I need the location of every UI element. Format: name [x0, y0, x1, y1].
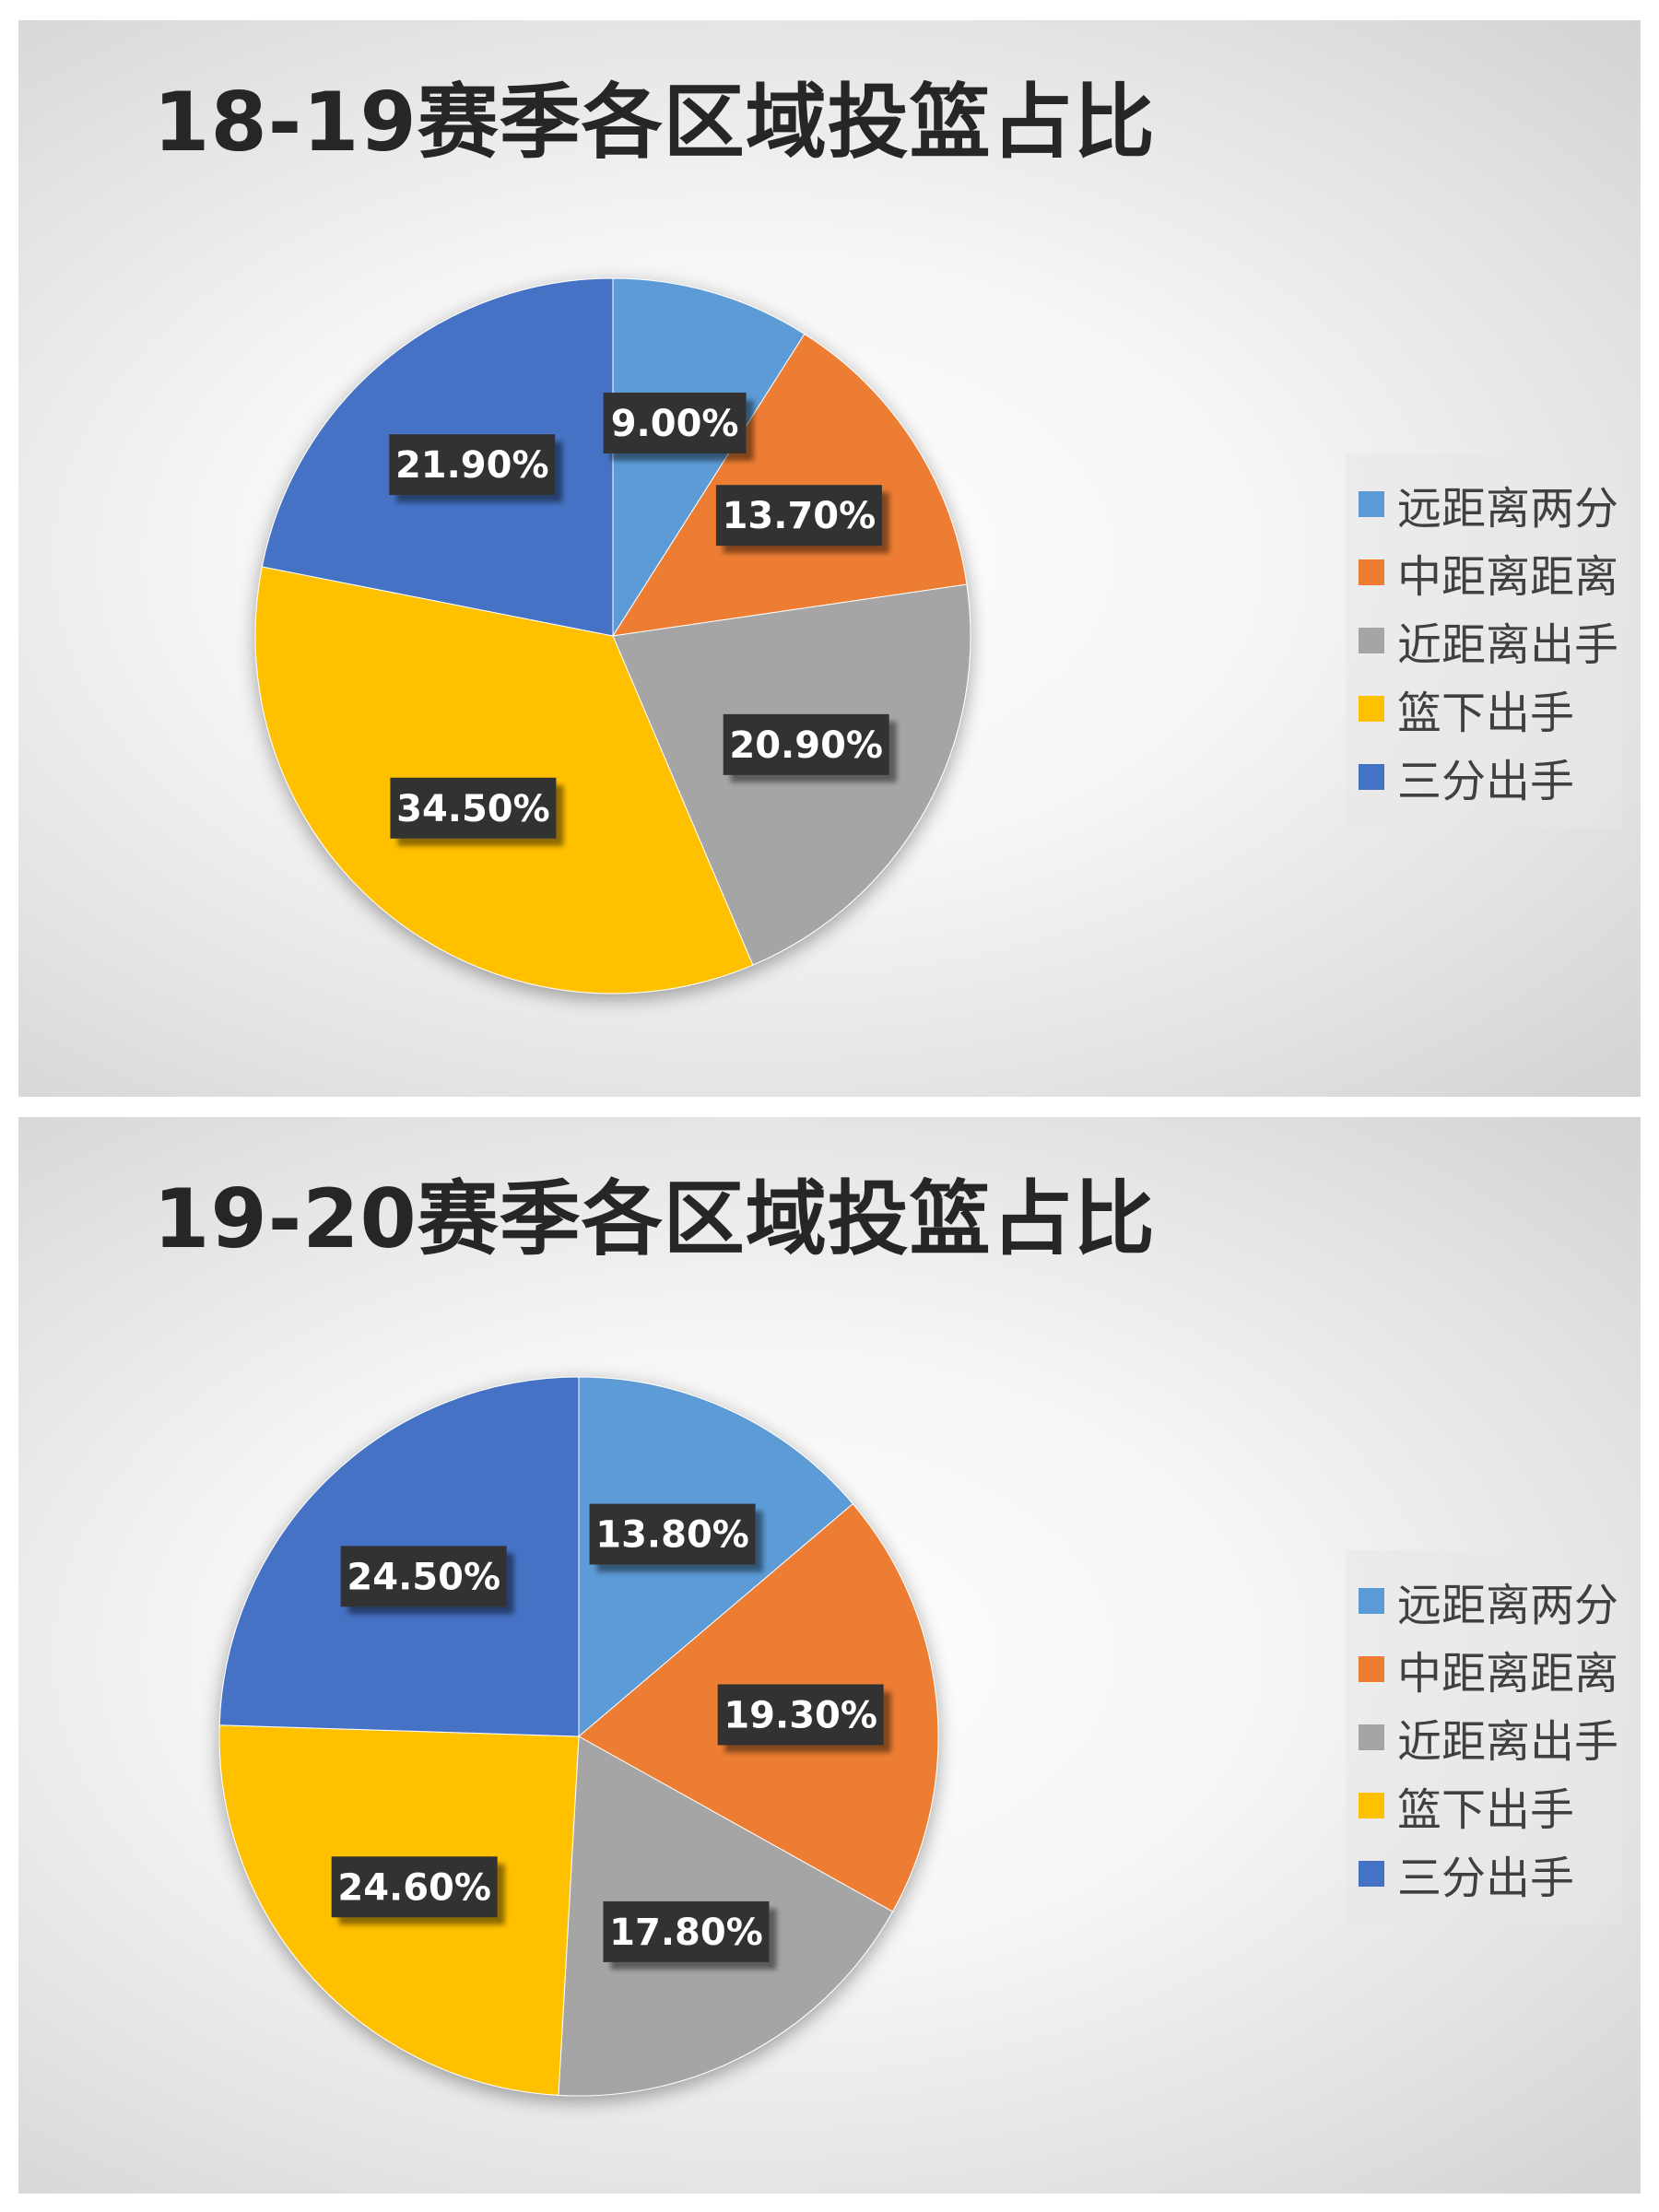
- data-label: 19.30%: [717, 1684, 884, 1746]
- legend-label: 远距离两分: [1397, 483, 1619, 535]
- data-label-box: [589, 1503, 756, 1565]
- data-label-text: 17.80%: [609, 1912, 763, 1954]
- legend-swatch: [1359, 1861, 1384, 1887]
- data-label-box: [603, 1900, 770, 1962]
- data-label-box: [331, 1856, 498, 1918]
- legend-label: 中距离距离: [1397, 551, 1619, 603]
- data-label: 20.90%: [723, 713, 889, 775]
- legend-item: 篮下出手: [1346, 675, 1622, 743]
- data-label: 17.80%: [603, 1900, 770, 1962]
- chart-title: 19-20赛季各区域投篮占比: [153, 1171, 1156, 1266]
- chart-title: 18-19赛季各区域投篮占比: [153, 75, 1156, 170]
- legend-item: 三分出手: [1346, 743, 1622, 811]
- chart-legend: 远距离两分 中距离距离 近距离出手 篮下出手 三分出手: [1346, 453, 1622, 828]
- data-label-box: [389, 434, 556, 496]
- data-label-box: [717, 1684, 884, 1746]
- legend-label: 中距离距离: [1397, 1648, 1619, 1700]
- legend-item: 篮下出手: [1346, 1771, 1622, 1840]
- data-label-text: 13.80%: [595, 1514, 749, 1557]
- legend-swatch: [1359, 628, 1384, 653]
- chart-panel: 18-19赛季各区域投篮占比 9.00% 13.70% 20.90% 34.50% 21…: [18, 20, 1641, 1097]
- legend-label: 三分出手: [1397, 756, 1575, 807]
- legend-item: 三分出手: [1346, 1840, 1622, 1908]
- data-label-box: [715, 485, 882, 547]
- data-label-box: [603, 392, 747, 453]
- legend-label: 篮下出手: [1397, 688, 1575, 739]
- data-label-box: [723, 713, 889, 775]
- legend-swatch: [1359, 764, 1384, 790]
- data-label-text: 34.50%: [396, 788, 550, 830]
- data-label: 13.70%: [715, 485, 882, 547]
- data-label-text: 20.90%: [729, 724, 883, 767]
- data-label-box: [340, 1546, 507, 1607]
- legend-item: 中距离距离: [1346, 538, 1622, 606]
- legend-swatch: [1359, 1588, 1384, 1614]
- legend-item: 近距离出手: [1346, 1703, 1622, 1771]
- data-label-text: 24.60%: [337, 1866, 491, 1909]
- data-label-text: 24.50%: [347, 1556, 500, 1598]
- chart-legend: 远距离两分 中距离距离 近距离出手 篮下出手 三分出手: [1346, 1550, 1622, 1924]
- legend-label: 远距离两分: [1397, 1580, 1619, 1631]
- data-label-box: [390, 777, 557, 839]
- legend-label: 近距离出手: [1397, 1716, 1619, 1768]
- legend-item: 中距离距离: [1346, 1635, 1622, 1703]
- data-label: 24.60%: [331, 1856, 498, 1918]
- legend-swatch: [1359, 559, 1384, 585]
- legend-swatch: [1359, 491, 1384, 517]
- legend-item: 近距离出手: [1346, 606, 1622, 675]
- legend-label: 近距离出手: [1397, 619, 1619, 671]
- data-label: 21.90%: [389, 434, 556, 496]
- data-label: 34.50%: [390, 777, 557, 839]
- legend-item: 远距离两分: [1346, 1567, 1622, 1635]
- legend-label: 三分出手: [1397, 1853, 1575, 1904]
- legend-swatch: [1359, 1724, 1384, 1750]
- data-label: 24.50%: [340, 1546, 507, 1607]
- legend-swatch: [1359, 1656, 1384, 1682]
- data-label-text: 21.90%: [395, 444, 549, 487]
- legend-label: 篮下出手: [1397, 1784, 1575, 1836]
- legend-swatch: [1359, 696, 1384, 722]
- data-label-text: 9.00%: [611, 403, 739, 445]
- legend-swatch: [1359, 1793, 1384, 1818]
- data-label: 9.00%: [603, 392, 747, 453]
- data-label: 13.80%: [589, 1503, 756, 1565]
- chart-panel: 19-20赛季各区域投篮占比 13.80% 19.30% 17.80% 24.60% 2…: [18, 1117, 1641, 2194]
- pie-slice: [612, 277, 806, 638]
- pie-chart: 13.80% 19.30% 17.80% 24.60% 24.50%: [218, 1376, 939, 2097]
- data-label-text: 19.30%: [724, 1694, 877, 1736]
- data-label-text: 13.70%: [723, 495, 877, 537]
- legend-item: 远距离两分: [1346, 470, 1622, 538]
- pie-chart: 9.00% 13.70% 20.90% 34.50% 21.90%: [254, 277, 971, 994]
